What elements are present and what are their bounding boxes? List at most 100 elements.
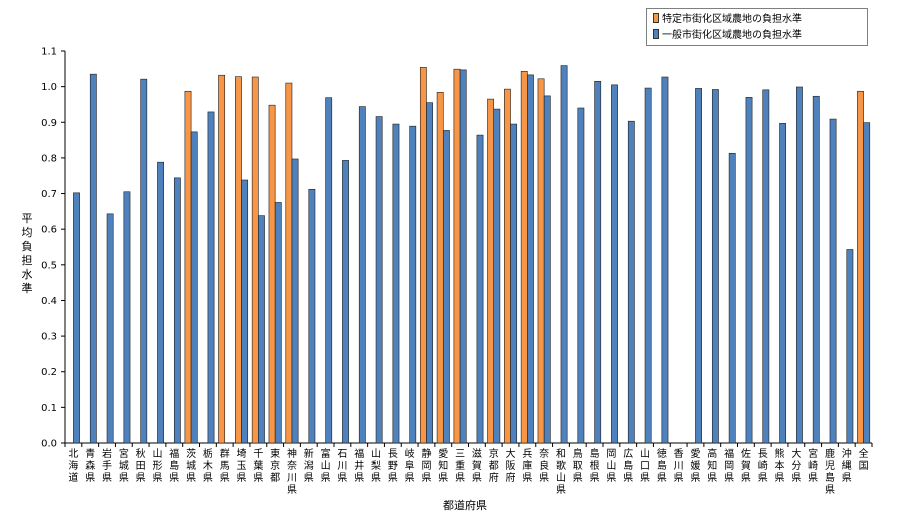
bar-general bbox=[308, 188, 316, 444]
y-tick-label: 0.3 bbox=[41, 332, 57, 343]
y-tick-label: 0.5 bbox=[41, 260, 57, 271]
bar-general bbox=[543, 95, 551, 444]
x-tick-label: 香 bbox=[674, 448, 684, 460]
bar-specific bbox=[520, 71, 528, 444]
bar-specific bbox=[419, 67, 427, 444]
x-tick-label: 川 bbox=[674, 461, 684, 472]
x-tick-label: 県 bbox=[253, 472, 263, 484]
bar-general bbox=[627, 120, 635, 444]
x-tick-label: 県 bbox=[690, 472, 700, 484]
x-tick-label: 木 bbox=[203, 460, 213, 472]
y-tick-label: 0.1 bbox=[41, 403, 57, 414]
bar-general bbox=[392, 123, 400, 444]
x-tick-label: 京 bbox=[270, 459, 280, 472]
x-tick-label: 富 bbox=[321, 447, 331, 460]
x-tick-label: 県 bbox=[354, 472, 364, 484]
bar-general bbox=[812, 95, 820, 444]
y-tick-label: 1.0 bbox=[41, 82, 57, 93]
bar-general bbox=[123, 191, 131, 444]
x-tick-label: 府 bbox=[489, 471, 499, 484]
bar-general bbox=[846, 249, 854, 444]
bar-general bbox=[493, 108, 501, 444]
x-tick-label: 県 bbox=[438, 472, 448, 484]
x-tick-label: 阪 bbox=[506, 459, 516, 472]
bar-general bbox=[375, 116, 383, 444]
x-tick-label: 岐 bbox=[405, 447, 415, 460]
x-tick-label: 熊 bbox=[775, 447, 785, 460]
x-tick-label: 良 bbox=[539, 459, 549, 472]
y-tick-label: 0.8 bbox=[41, 153, 57, 164]
y-axis-label-char: 準 bbox=[21, 282, 33, 295]
x-tick-label: 福 bbox=[169, 447, 179, 460]
bar-general bbox=[358, 106, 366, 444]
bar-general bbox=[426, 102, 433, 444]
y-axis-label-char: 負 bbox=[21, 240, 33, 253]
x-tick-label: 県 bbox=[455, 472, 465, 484]
bar-specific bbox=[268, 104, 276, 444]
bar-general bbox=[779, 123, 787, 444]
bar-general bbox=[207, 111, 215, 444]
y-tick-label: 0.9 bbox=[41, 118, 57, 129]
bar-general bbox=[510, 123, 518, 444]
x-tick-label: 県 bbox=[85, 472, 95, 484]
bar-general bbox=[577, 107, 585, 444]
x-tick-label: 島 bbox=[623, 459, 633, 472]
x-tick-label: 根 bbox=[590, 459, 600, 472]
x-tick-label: 県 bbox=[152, 472, 162, 484]
x-tick-label: 県 bbox=[606, 472, 616, 484]
bar-specific bbox=[857, 90, 864, 444]
x-tick-label: 福 bbox=[354, 447, 364, 460]
x-tick-label: 三 bbox=[455, 449, 465, 460]
x-tick-label: 県 bbox=[136, 472, 146, 484]
bar-general bbox=[291, 158, 299, 444]
x-tick-label: 山 bbox=[640, 448, 650, 460]
x-tick-label: 県 bbox=[775, 472, 785, 484]
x-tick-label: 媛 bbox=[690, 459, 700, 472]
x-tick-label: 海 bbox=[68, 459, 78, 472]
bar-general bbox=[728, 152, 736, 444]
x-tick-label: 葉 bbox=[253, 459, 263, 472]
x-tick-label: 歌 bbox=[556, 459, 566, 472]
x-tick-label: 県 bbox=[119, 472, 129, 484]
bar-general bbox=[560, 65, 568, 444]
bar-general bbox=[611, 84, 618, 444]
x-tick-label: 取 bbox=[573, 460, 583, 472]
bar-general bbox=[762, 89, 770, 444]
x-tick-label: 県 bbox=[371, 472, 381, 484]
x-tick-label: 県 bbox=[388, 472, 398, 484]
x-tick-label: 県 bbox=[337, 472, 347, 484]
x-tick-label: 石 bbox=[337, 449, 347, 460]
x-tick-label: 宮 bbox=[808, 447, 818, 460]
y-tick-label: 0.0 bbox=[41, 439, 57, 450]
x-tick-label: 県 bbox=[590, 472, 600, 484]
y-tick-label: 0.6 bbox=[41, 225, 57, 236]
bar-general bbox=[241, 179, 249, 444]
y-tick-label: 0.2 bbox=[41, 367, 57, 378]
bar-specific bbox=[504, 88, 511, 444]
bar-specific bbox=[487, 98, 495, 444]
x-tick-label: 府 bbox=[506, 471, 516, 484]
y-axis-label-char: 均 bbox=[21, 226, 33, 239]
bar-general bbox=[173, 177, 181, 444]
x-tick-label: 岡 bbox=[606, 448, 616, 460]
x-tick-label: 県 bbox=[842, 472, 852, 484]
x-tick-label: 県 bbox=[791, 472, 801, 484]
x-tick-label: 島 bbox=[590, 447, 600, 460]
x-tick-label: 和 bbox=[556, 448, 566, 460]
y-tick-label: 1.1 bbox=[41, 47, 57, 58]
y-tick-label: 0.7 bbox=[41, 189, 57, 200]
x-tick-label: 道 bbox=[68, 471, 78, 484]
bar-specific bbox=[218, 74, 226, 444]
x-tick-label: 県 bbox=[522, 472, 532, 484]
x-tick-label: 滋 bbox=[472, 447, 482, 460]
x-axis-label: 都道府県 bbox=[443, 499, 487, 512]
bar-general bbox=[829, 118, 837, 444]
x-tick-label: 長 bbox=[388, 448, 398, 460]
bar-general bbox=[745, 97, 753, 444]
x-tick-label: 鹿 bbox=[825, 447, 835, 460]
x-tick-label: 県 bbox=[287, 484, 297, 496]
legend-item-general: 一般市街化区域農地の負担水準 bbox=[653, 29, 802, 43]
x-tick-label: 崎 bbox=[808, 459, 818, 472]
x-tick-label: 都 bbox=[489, 460, 499, 472]
bar-general bbox=[459, 69, 467, 444]
